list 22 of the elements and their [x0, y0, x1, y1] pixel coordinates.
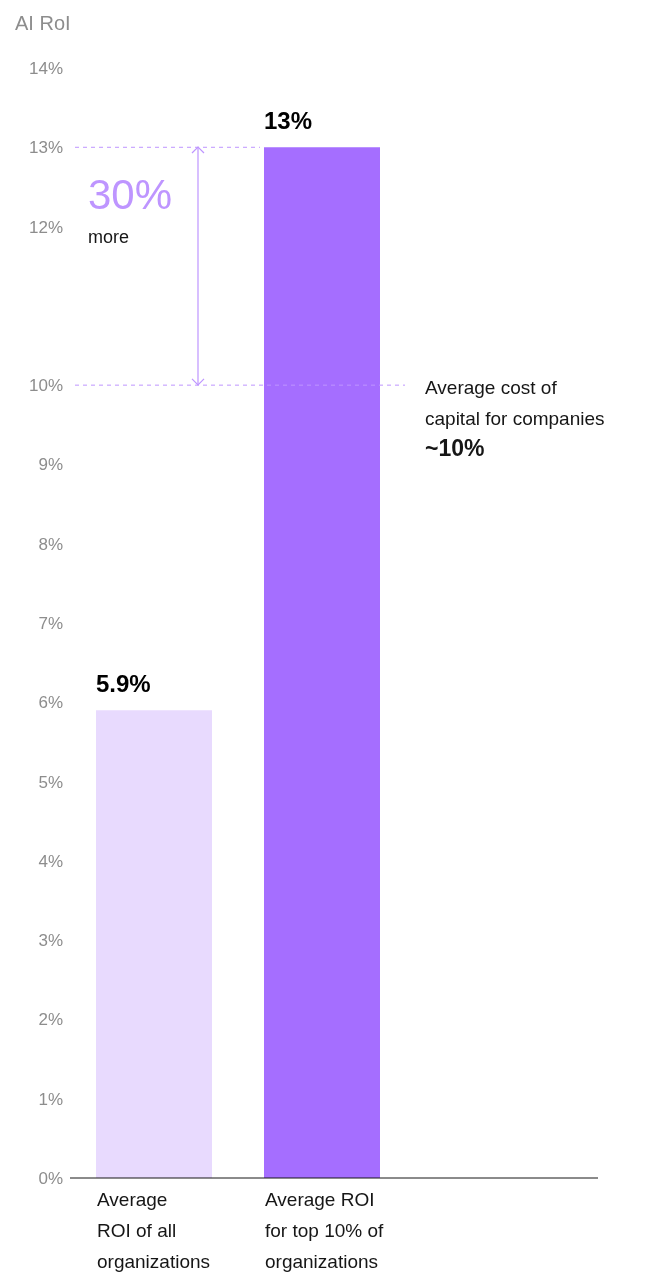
- ref-line-label: Average cost of capital for companies ~10%: [425, 377, 605, 462]
- y-tick-label: 9%: [38, 455, 63, 475]
- y-tick-label: 2%: [38, 1010, 63, 1030]
- y-tick-label: 3%: [38, 931, 63, 951]
- y-tick-label: 0%: [38, 1169, 63, 1188]
- data-label: 13%: [264, 107, 313, 135]
- y-tick-label: 13%: [28, 138, 63, 158]
- y-tick-label: 1%: [38, 1089, 63, 1109]
- y-axis-title: AI RoI: [15, 12, 71, 35]
- y-tick-label: 5%: [38, 772, 63, 792]
- y-tick-label: 14%: [28, 59, 63, 78]
- annotation: 30%: [88, 171, 173, 220]
- y-tick-label: 6%: [38, 693, 63, 713]
- y-tick-label: 8%: [38, 534, 63, 554]
- annotation: more: [88, 227, 130, 249]
- x-tick-label: Average ROI of all organizations: [97, 1189, 211, 1272]
- x-tick-label: Average ROI for top 10% of organizations: [265, 1189, 385, 1272]
- y-tick-label: 7%: [38, 614, 63, 633]
- data-label: 5.9%: [96, 670, 151, 698]
- y-tick-label: 4%: [38, 851, 63, 871]
- y-tick-label: 10%: [28, 376, 63, 396]
- y-tick-label: 12%: [28, 217, 63, 237]
